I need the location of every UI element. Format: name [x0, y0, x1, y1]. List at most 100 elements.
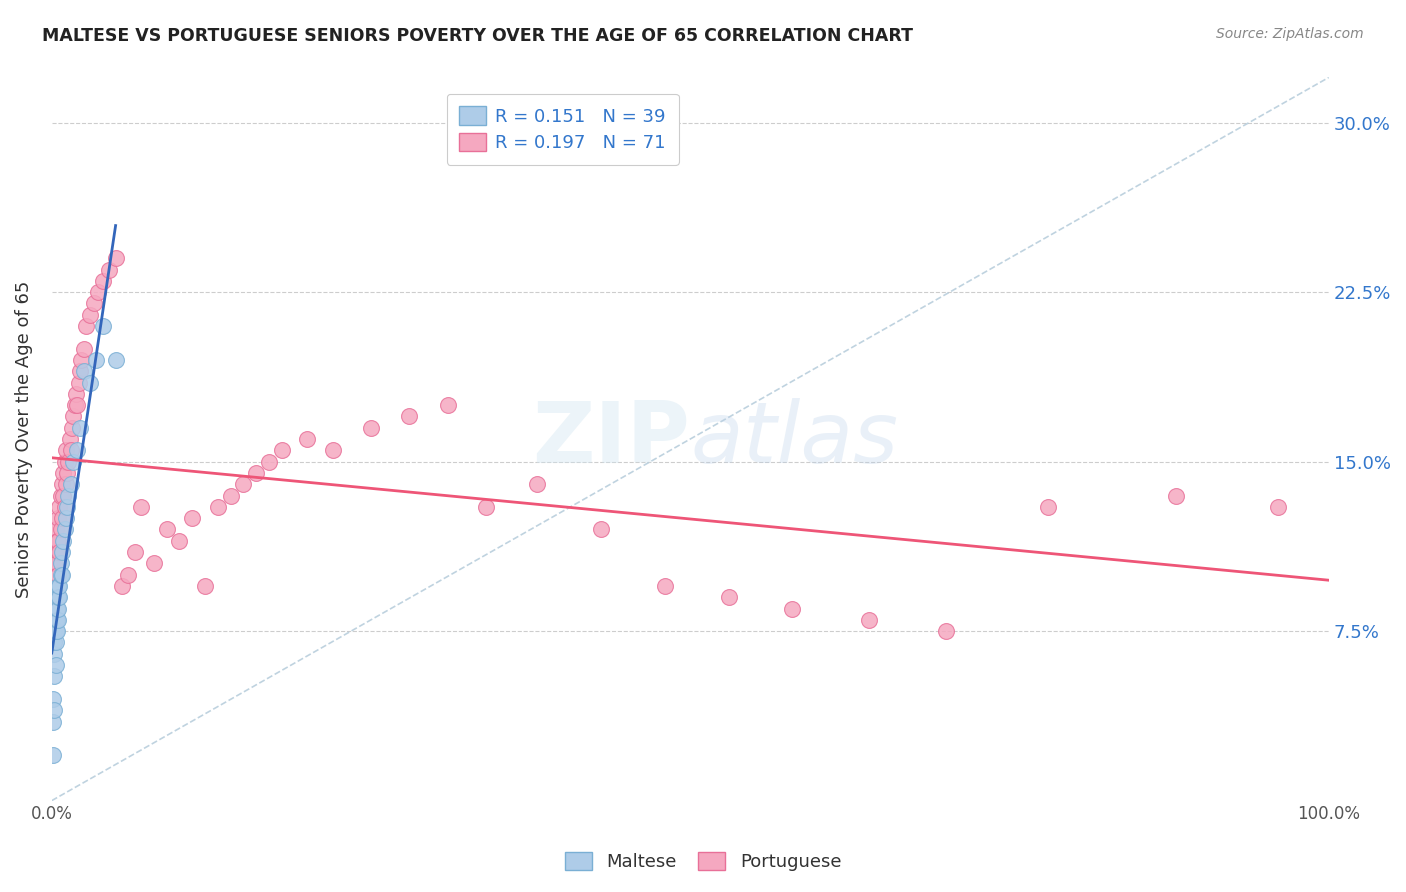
Portuguese [526, 477, 548, 491]
Portuguese [589, 523, 612, 537]
Maltese [46, 613, 69, 627]
Portuguese [156, 523, 179, 537]
Maltese [59, 477, 82, 491]
Maltese [45, 601, 67, 615]
Portuguese [398, 409, 420, 424]
Text: atlas: atlas [690, 398, 898, 481]
Legend: R = 0.151   N = 39, R = 0.197   N = 71: R = 0.151 N = 39, R = 0.197 N = 71 [447, 94, 679, 165]
Portuguese [194, 579, 217, 593]
Portuguese [117, 567, 139, 582]
Portuguese [44, 557, 66, 571]
Portuguese [111, 579, 134, 593]
Maltese [48, 591, 70, 605]
Portuguese [48, 545, 70, 559]
Maltese [62, 455, 84, 469]
Maltese [44, 703, 66, 717]
Portuguese [58, 455, 80, 469]
Portuguese [55, 443, 77, 458]
Legend: Maltese, Portuguese: Maltese, Portuguese [558, 845, 848, 879]
Portuguese [124, 545, 146, 559]
Portuguese [83, 296, 105, 310]
Portuguese [62, 409, 84, 424]
Portuguese [60, 421, 83, 435]
Maltese [45, 658, 67, 673]
Maltese [42, 692, 65, 706]
Portuguese [59, 443, 82, 458]
Portuguese [1036, 500, 1059, 514]
Maltese [46, 579, 69, 593]
Portuguese [49, 489, 72, 503]
Maltese [69, 421, 91, 435]
Maltese [53, 523, 76, 537]
Maltese [56, 500, 79, 514]
Portuguese [45, 557, 67, 571]
Portuguese [51, 511, 73, 525]
Text: Source: ZipAtlas.com: Source: ZipAtlas.com [1216, 27, 1364, 41]
Y-axis label: Seniors Poverty Over the Age of 65: Seniors Poverty Over the Age of 65 [15, 280, 32, 598]
Portuguese [782, 601, 804, 615]
Maltese [51, 567, 73, 582]
Portuguese [45, 523, 67, 537]
Portuguese [232, 477, 254, 491]
Portuguese [360, 421, 382, 435]
Portuguese [59, 432, 82, 446]
Portuguese [46, 567, 69, 582]
Portuguese [436, 398, 458, 412]
Portuguese [717, 591, 740, 605]
Portuguese [207, 500, 229, 514]
Portuguese [1267, 500, 1289, 514]
Maltese [49, 567, 72, 582]
Portuguese [654, 579, 676, 593]
Maltese [104, 353, 127, 368]
Portuguese [49, 523, 72, 537]
Maltese [52, 533, 75, 548]
Maltese [42, 748, 65, 763]
Maltese [44, 624, 66, 639]
Portuguese [53, 500, 76, 514]
Portuguese [46, 533, 69, 548]
Portuguese [65, 387, 87, 401]
Portuguese [75, 319, 97, 334]
Maltese [79, 376, 101, 390]
Portuguese [245, 466, 267, 480]
Maltese [44, 669, 66, 683]
Portuguese [169, 533, 191, 548]
Maltese [45, 635, 67, 649]
Maltese [86, 353, 108, 368]
Portuguese [51, 477, 73, 491]
Portuguese [295, 432, 318, 446]
Portuguese [52, 489, 75, 503]
Portuguese [1164, 489, 1187, 503]
Portuguese [270, 443, 292, 458]
Portuguese [257, 455, 280, 469]
Portuguese [46, 511, 69, 525]
Portuguese [48, 500, 70, 514]
Portuguese [55, 477, 77, 491]
Maltese [45, 624, 67, 639]
Portuguese [45, 533, 67, 548]
Portuguese [181, 511, 204, 525]
Maltese [45, 624, 67, 639]
Maltese [49, 557, 72, 571]
Portuguese [63, 398, 86, 412]
Text: MALTESE VS PORTUGUESE SENIORS POVERTY OVER THE AGE OF 65 CORRELATION CHART: MALTESE VS PORTUGUESE SENIORS POVERTY OV… [42, 27, 912, 45]
Portuguese [322, 443, 344, 458]
Maltese [45, 613, 67, 627]
Portuguese [69, 364, 91, 378]
Portuguese [935, 624, 957, 639]
Portuguese [45, 545, 67, 559]
Portuguese [70, 353, 93, 368]
Maltese [45, 613, 67, 627]
Portuguese [129, 500, 152, 514]
Maltese [66, 443, 89, 458]
Portuguese [52, 466, 75, 480]
Maltese [46, 591, 69, 605]
Portuguese [66, 398, 89, 412]
Maltese [73, 364, 96, 378]
Portuguese [91, 274, 114, 288]
Portuguese [858, 613, 880, 627]
Portuguese [475, 500, 498, 514]
Maltese [46, 601, 69, 615]
Portuguese [73, 342, 96, 356]
Maltese [58, 489, 80, 503]
